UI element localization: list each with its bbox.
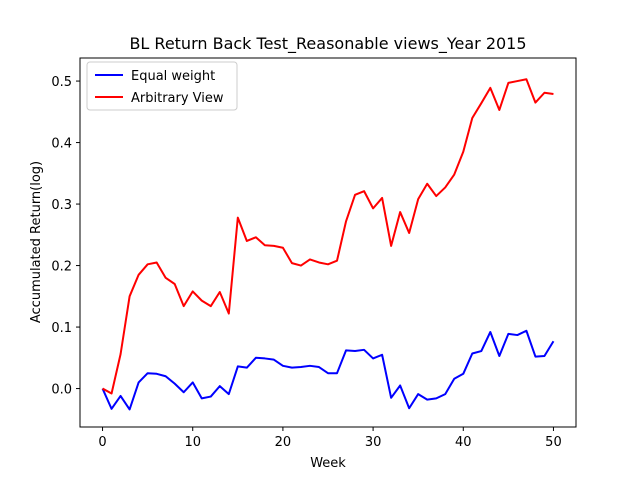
- plot-area: [79, 57, 577, 428]
- x-tick-label: 50: [545, 435, 562, 450]
- x-tick-label: 20: [275, 435, 292, 450]
- legend-label-arbitrary-view: Arbitrary View: [131, 91, 224, 106]
- x-tick-label: 30: [365, 435, 382, 450]
- series-line-arbitrary-view: [102, 78, 554, 395]
- x-tick-label: 40: [455, 435, 472, 450]
- y-tick-label: 0.2: [51, 260, 72, 275]
- series-line-equal-weight: [101, 329, 555, 411]
- chart-title: BL Return Back Test_Reasonable views_Yea…: [129, 34, 526, 54]
- x-axis: 0 10 20 30 40 50: [98, 427, 562, 450]
- legend-box: [86, 61, 238, 111]
- x-tick-label: 0: [98, 435, 106, 450]
- series-layer: [101, 78, 555, 411]
- x-tick-label: 10: [184, 435, 201, 450]
- y-tick-label: 0.1: [51, 321, 72, 336]
- axes-frame: [79, 57, 577, 428]
- y-axis: 0.0 0.1 0.2 0.3 0.4 0.5: [51, 75, 80, 398]
- legend-label-equal-weight: Equal weight: [131, 69, 215, 84]
- y-tick-label: 0.3: [51, 198, 72, 213]
- y-axis-label: Accumulated Return(log): [29, 161, 44, 323]
- x-axis-label: Week: [310, 456, 346, 471]
- y-tick-label: 0.4: [51, 137, 72, 152]
- y-tick-label: 0.0: [51, 383, 72, 398]
- y-tick-label: 0.5: [51, 75, 72, 90]
- legend: Equal weight Arbitrary View: [86, 61, 238, 111]
